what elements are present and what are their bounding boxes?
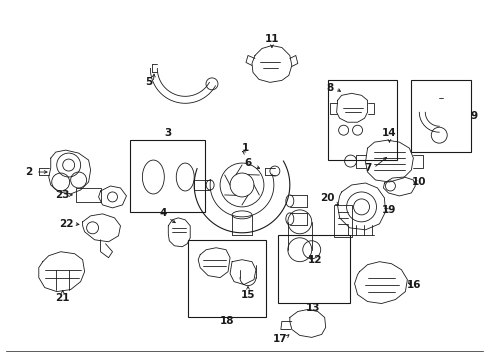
Text: 1: 1	[241, 143, 248, 153]
Text: 16: 16	[406, 280, 421, 289]
Bar	[327, 80, 397, 160]
Text: 3: 3	[164, 128, 172, 138]
Text: 10: 10	[411, 177, 426, 187]
Bar	[410, 80, 470, 152]
Text: 11: 11	[264, 33, 279, 44]
Text: 5: 5	[144, 77, 152, 87]
Text: 21: 21	[55, 293, 70, 302]
Bar	[277, 235, 349, 302]
Text: 22: 22	[60, 219, 74, 229]
Text: 4: 4	[159, 208, 167, 218]
Text: 7: 7	[363, 163, 370, 173]
Text: 6: 6	[244, 158, 251, 168]
Text: 23: 23	[55, 190, 70, 200]
Text: 18: 18	[220, 316, 234, 327]
Text: 13: 13	[305, 302, 319, 312]
Bar	[188, 240, 265, 318]
Text: 15: 15	[240, 289, 255, 300]
Text: 14: 14	[381, 128, 396, 138]
Text: 19: 19	[382, 205, 396, 215]
Bar	[130, 140, 205, 212]
Bar	[333, 205, 351, 237]
Text: 12: 12	[307, 255, 321, 265]
Text: 2: 2	[25, 167, 32, 177]
Text: 20: 20	[320, 193, 334, 203]
Bar	[76, 188, 101, 202]
Text: 9: 9	[469, 111, 477, 121]
Text: 17: 17	[272, 334, 286, 345]
Text: 8: 8	[325, 84, 333, 93]
